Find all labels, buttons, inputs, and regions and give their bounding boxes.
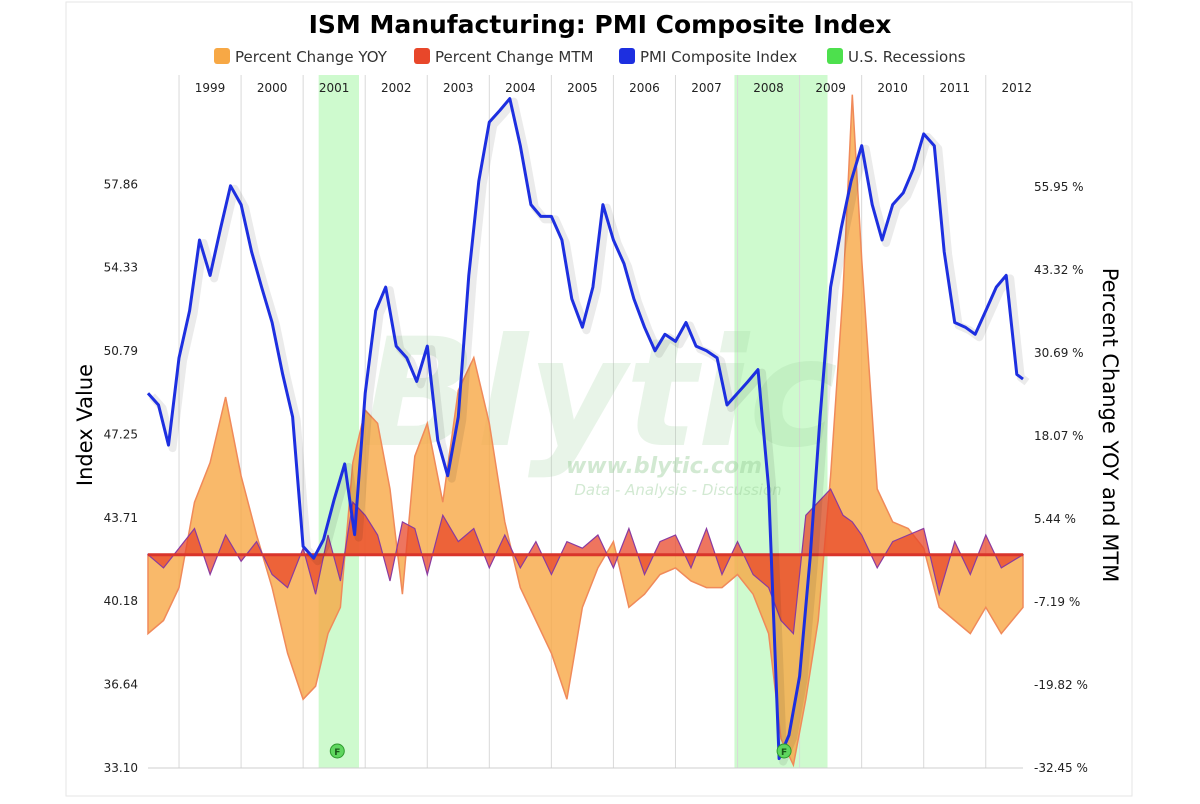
year-label-13: 2012 — [1002, 81, 1033, 95]
year-label-1: 2000 — [257, 81, 288, 95]
legend-item-yoy[interactable]: Percent Change YOY — [214, 48, 388, 66]
watermark-tagline: Data - Analysis - Discussion — [574, 481, 781, 499]
recession-marker-label-1: F — [781, 748, 787, 758]
y-tick-label-4: 47.25 — [104, 427, 138, 441]
year-label-4: 2003 — [443, 81, 474, 95]
y2-axis-title: Percent Change YOY and MTM — [1098, 268, 1122, 583]
year-label-0: 1999 — [195, 81, 226, 95]
y2-axis-ticks: -32.45 % -19.82 % -7.19 % 5.44 % 18.07 % 30.6… — [1034, 180, 1088, 775]
y-axis-ticks: 33.10 36.64 40.18 43.71 47.25 50.79 54.33 57.86 — [104, 177, 138, 775]
y-tick-label-5: 50.79 — [104, 344, 138, 358]
recession-marker-1 — [776, 743, 792, 759]
year-label-10: 2009 — [815, 81, 846, 95]
year-label-7: 2006 — [629, 81, 660, 95]
y2-tick-label-4: 18.07 % — [1034, 429, 1084, 443]
recession-marker-0 — [329, 743, 345, 759]
series-yoy — [147, 94, 1024, 768]
year-label-11: 2010 — [877, 81, 908, 95]
year-labels: 1999 2000 2001 2002 2003 2004 2005 2006 2007 2008… — [195, 81, 1032, 95]
y2-tick-label-2: -7.19 % — [1034, 595, 1080, 609]
y-tick-label-7: 57.86 — [104, 177, 138, 191]
legend-swatch-recessions — [827, 48, 843, 64]
y2-tick-label-5: 30.69 % — [1034, 346, 1084, 360]
y-tick-label-1: 36.64 — [104, 678, 138, 692]
legend: Percent Change YOY Percent Change MTM PM… — [214, 48, 966, 66]
watermark-url: www.blytic.com — [566, 454, 762, 479]
year-label-9: 2008 — [753, 81, 784, 95]
legend-label-recessions: U.S. Recessions — [848, 48, 966, 66]
y2-tick-label-1: -19.82 % — [1034, 678, 1088, 692]
legend-item-pmi[interactable]: PMI Composite Index — [619, 48, 797, 66]
legend-label-mtm: Percent Change MTM — [435, 48, 593, 66]
y-tick-label-2: 40.18 — [104, 594, 138, 608]
legend-label-yoy: Percent Change YOY — [235, 48, 388, 66]
y-tick-label-6: 54.33 — [104, 261, 138, 275]
legend-swatch-pmi — [619, 48, 635, 64]
year-label-8: 2007 — [691, 81, 722, 95]
year-label-6: 2005 — [567, 81, 598, 95]
y-tick-label-3: 43.71 — [104, 511, 138, 525]
y2-tick-label-3: 5.44 % — [1034, 512, 1076, 526]
year-label-12: 2011 — [939, 81, 970, 95]
chart-title: ISM Manufacturing: PMI Composite Index — [309, 10, 892, 39]
legend-swatch-yoy — [214, 48, 230, 64]
legend-swatch-mtm — [414, 48, 430, 64]
chart-background — [65, 1, 1133, 797]
yoy-area — [147, 94, 1024, 768]
year-label-2: 2001 — [319, 81, 350, 95]
legend-item-recessions[interactable]: U.S. Recessions — [827, 48, 966, 66]
series-pmi — [146, 97, 1030, 766]
y-axis-title: Index Value — [73, 364, 97, 486]
y2-tick-label-0: -32.45 % — [1034, 761, 1088, 775]
y-tick-label-0: 33.10 — [104, 761, 138, 775]
legend-label-pmi: PMI Composite Index — [640, 48, 797, 66]
pmi-line — [146, 97, 1024, 761]
y2-tick-label-6: 43.32 % — [1034, 263, 1084, 277]
y2-tick-label-7: 55.95 % — [1034, 180, 1084, 194]
year-label-5: 2004 — [505, 81, 536, 95]
recession-band-0 — [318, 75, 359, 768]
legend-item-mtm[interactable]: Percent Change MTM — [414, 48, 593, 66]
year-label-3: 2002 — [381, 81, 412, 95]
recession-marker-label-0: F — [334, 748, 340, 758]
